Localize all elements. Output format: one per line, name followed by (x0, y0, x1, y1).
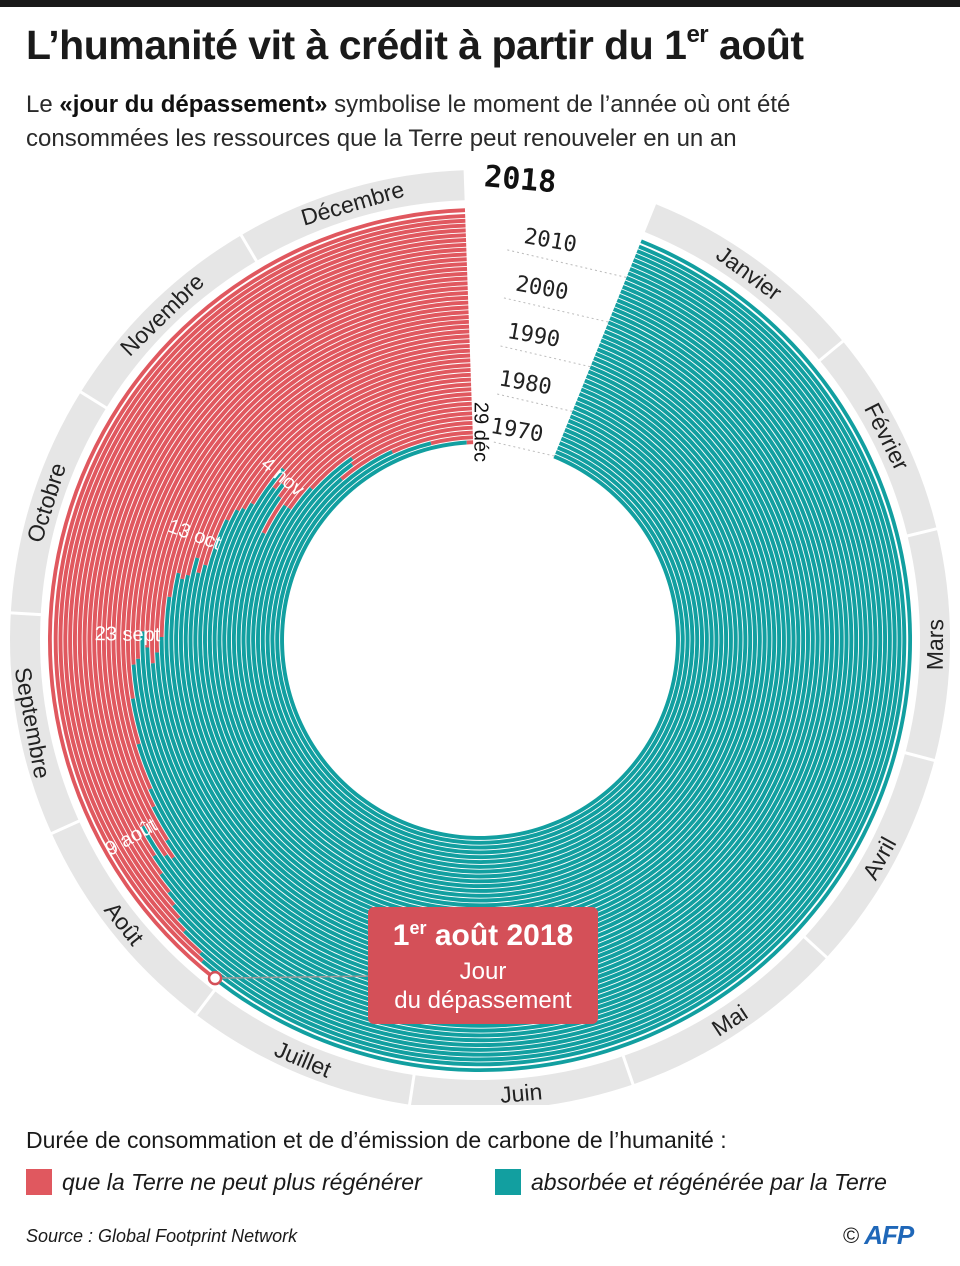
annotation-label: 23 sept (95, 623, 161, 646)
callout-marker (207, 970, 223, 986)
month-divider (905, 526, 939, 538)
title-superscript: er (686, 21, 709, 48)
callout-box-bg (368, 907, 598, 1024)
bar-deficit-1990 (195, 343, 470, 559)
month-divider (817, 338, 846, 363)
year-guide (493, 441, 555, 457)
bar-deficit-1970 (466, 440, 474, 445)
bar-deficit-1974 (350, 420, 473, 466)
year-guide (507, 249, 627, 278)
bar-deficit-2005 (111, 271, 468, 808)
copyright-symbol: © (843, 1222, 860, 1248)
month-divider (49, 818, 82, 836)
bar-deficit-2007 (101, 262, 467, 859)
bar-deficit-1989 (196, 348, 470, 574)
bar-deficit-1972 (391, 430, 473, 454)
legend-item-regenerated: absorbée et régénérée par la Terre (495, 1165, 887, 1199)
callout-line-2: du dépassement (394, 987, 572, 1014)
month-label: Septembre (10, 665, 56, 780)
year-guide (500, 345, 591, 368)
year-label: 1980 (497, 366, 554, 400)
legend-label-deficit: que la Terre ne peut plus régénérer (62, 1168, 422, 1195)
source-note: Source : Global Footprint Network (26, 1226, 298, 1246)
month-label: Décembre (298, 176, 407, 231)
month-divider (8, 611, 43, 617)
year-bars (48, 208, 913, 1073)
page-title: L’humanité vit à crédit à partir du 1er … (26, 22, 804, 69)
title-tail: août (708, 22, 804, 68)
month-divider (193, 988, 217, 1018)
legend-swatch-regenerated (495, 1169, 521, 1195)
month-divider (902, 750, 937, 763)
bar-regenerated-1970 (280, 440, 680, 840)
year-label: 1970 (489, 414, 546, 448)
legend-swatch-deficit (26, 1169, 52, 1195)
bar-deficit-1988 (203, 353, 471, 566)
month-label: Juin (499, 1078, 543, 1105)
month-divider (407, 1072, 416, 1105)
bar-deficit-1993 (176, 329, 470, 574)
bar-regenerated-1985 (207, 387, 753, 913)
year-label: 1990 (505, 319, 562, 353)
callout-title: 1er août 2018 (393, 918, 573, 952)
callout-leader (215, 975, 369, 979)
top-rule (0, 0, 960, 7)
bar-regenerated-1983 (217, 396, 743, 903)
month-divider (78, 389, 109, 411)
month-divider (238, 232, 259, 264)
year-label: 2010 (522, 224, 579, 258)
title-main: L’humanité vit à crédit à partir du 1 (26, 22, 687, 68)
month-divider (621, 1053, 636, 1087)
bar-deficit-2008 (97, 257, 467, 857)
legend-heading: Durée de consommation et de d’émission d… (26, 1127, 727, 1153)
subtitle-pre: Le (26, 91, 60, 118)
bar-regenerated-1984 (212, 392, 748, 908)
legend-item-deficit: que la Terre ne peut plus régénérer (26, 1165, 422, 1199)
afp-logo: AFP (864, 1220, 914, 1250)
subtitle-post: symbolise le moment de l’année où ont ét… (26, 91, 791, 152)
year-label-highlight: 2018 (483, 159, 558, 200)
year-label: 2000 (514, 272, 571, 306)
month-label: Mars (922, 619, 949, 670)
bar-deficit-1971 (430, 435, 473, 446)
bar-regenerated-2013 (172, 262, 888, 1048)
subtitle-bold: «jour du dépassement» (59, 91, 328, 118)
bar-deficit-1975 (351, 416, 473, 461)
annotation-label: 29 déc (469, 402, 491, 462)
bar-deficit-1991 (186, 339, 470, 576)
radial-chart: JanvierFévrierMarsAvrilMaiJuinJuilletAoû… (8, 159, 951, 1105)
callout-line-1: Jour (460, 958, 507, 985)
legend-label-regenerated: absorbée et régénérée par la Terre (531, 1168, 887, 1195)
bar-regenerated-1982 (222, 401, 738, 898)
copyright: © AFP (843, 1220, 914, 1251)
month-divider (802, 934, 830, 960)
page-subtitle: Le «jour du dépassement» symbolise le mo… (26, 88, 926, 156)
bar-deficit-2004 (116, 276, 468, 790)
bar-deficit-1992 (180, 334, 470, 580)
